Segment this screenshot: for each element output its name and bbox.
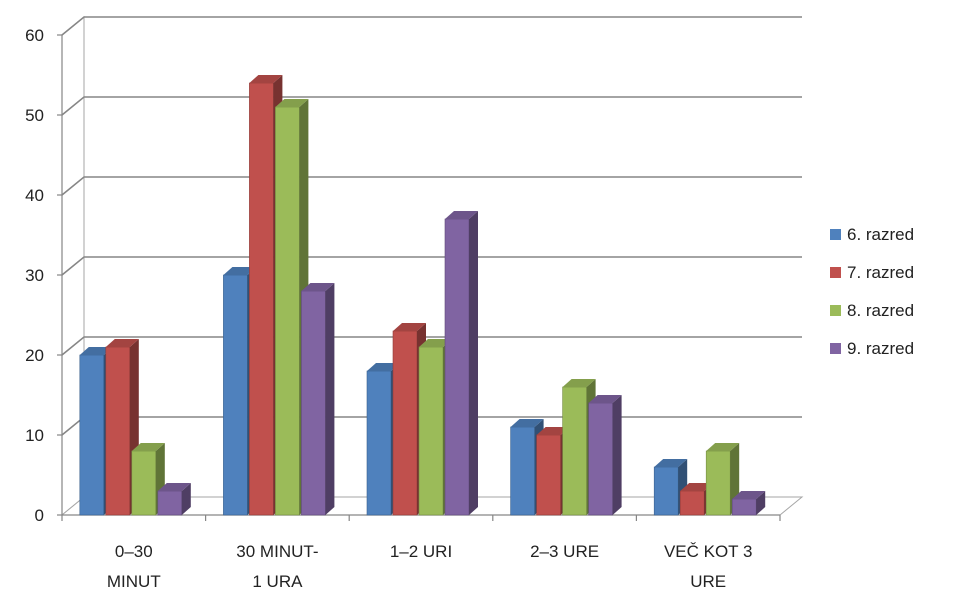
bar-front [679, 490, 705, 516]
bar-top [275, 99, 309, 107]
y-tick-labels: 0 10 20 30 40 50 60 [25, 26, 44, 525]
x-category-label: MINUT [107, 572, 161, 591]
bar-top [131, 443, 165, 451]
bar-top [223, 267, 257, 275]
legend-label: 8. razred [847, 301, 914, 320]
y-tick-label: 60 [25, 26, 44, 45]
bar-front [366, 370, 392, 516]
bar-top [79, 347, 113, 355]
bar [731, 491, 766, 516]
bar-front [392, 330, 418, 516]
bar-top [445, 211, 478, 219]
legend-item: 8. razred [830, 301, 914, 320]
bar-front [731, 498, 757, 516]
legend-swatch [830, 343, 841, 354]
bar-side [181, 483, 191, 515]
legend-label: 9. razred [847, 339, 914, 358]
bar-top [562, 379, 596, 387]
bar-top [680, 483, 714, 491]
y-tick-label: 50 [25, 106, 44, 125]
bar-front [105, 346, 131, 516]
bar-front [157, 490, 183, 516]
bar-front [275, 106, 300, 516]
legend: 6. razred 7. razred 8. razred 9. razred [830, 225, 914, 358]
x-category-label: 2–3 URE [530, 542, 599, 561]
bar [301, 283, 335, 516]
bar-top [510, 419, 544, 427]
bar-top [249, 75, 283, 83]
x-category-label: 30 MINUT- [236, 542, 318, 561]
x-category-label: VEČ KOT 3 [664, 542, 753, 561]
legend-item: 7. razred [830, 263, 914, 282]
bar-front [444, 218, 470, 516]
bar-top [654, 459, 688, 467]
bar-top [536, 427, 570, 435]
bar-side [612, 395, 622, 515]
bar-top [588, 395, 622, 403]
bar-front [536, 434, 561, 516]
y-tick-label: 20 [25, 346, 44, 365]
legend-swatch [830, 305, 841, 316]
bar-top [706, 443, 740, 451]
bar-front [418, 346, 444, 516]
bar-front [301, 290, 326, 516]
x-category-label: 0–30 [115, 542, 153, 561]
gridline [61, 16, 802, 36]
x-category-label: URE [690, 572, 726, 591]
legend-item: 9. razred [830, 339, 914, 358]
y-tick-label: 0 [35, 506, 44, 525]
bar-front [79, 354, 105, 516]
bar [444, 211, 478, 516]
bar [157, 483, 191, 516]
legend-label: 6. razred [847, 225, 914, 244]
bar-top [367, 363, 400, 371]
bar-top [732, 491, 766, 499]
legend-swatch [830, 267, 841, 278]
bar-front [131, 450, 157, 516]
bar-front [249, 82, 274, 516]
y-tick-label: 30 [25, 266, 44, 285]
gridline [61, 176, 802, 196]
bar-front [705, 450, 731, 516]
bar-side [325, 283, 335, 515]
bar-front [510, 426, 535, 516]
bar-top [393, 323, 426, 331]
gridline [61, 336, 802, 356]
legend-swatch [830, 229, 841, 240]
bar [588, 395, 622, 516]
x-category-labels: 0–30 MINUT 30 MINUT- 1 URA 1–2 URI 2–3 URE VEČ… [107, 542, 753, 591]
bar-front [653, 466, 679, 516]
bar-top [419, 339, 452, 347]
gridline [61, 256, 802, 276]
bar-front [588, 402, 613, 516]
y-tick-label: 40 [25, 186, 44, 205]
legend-item: 6. razred [830, 225, 914, 244]
bar-front [223, 274, 248, 516]
x-category-label: 1 URA [252, 572, 303, 591]
legend-label: 7. razred [847, 263, 914, 282]
bar-top [301, 283, 335, 291]
x-category-label: 1–2 URI [390, 542, 452, 561]
bar-side [469, 211, 478, 515]
bars [79, 75, 766, 516]
bar-top [105, 339, 139, 347]
y-tick-label: 10 [25, 426, 44, 445]
bar-front [562, 386, 587, 516]
gridline [61, 96, 802, 116]
bar-top [157, 483, 191, 491]
